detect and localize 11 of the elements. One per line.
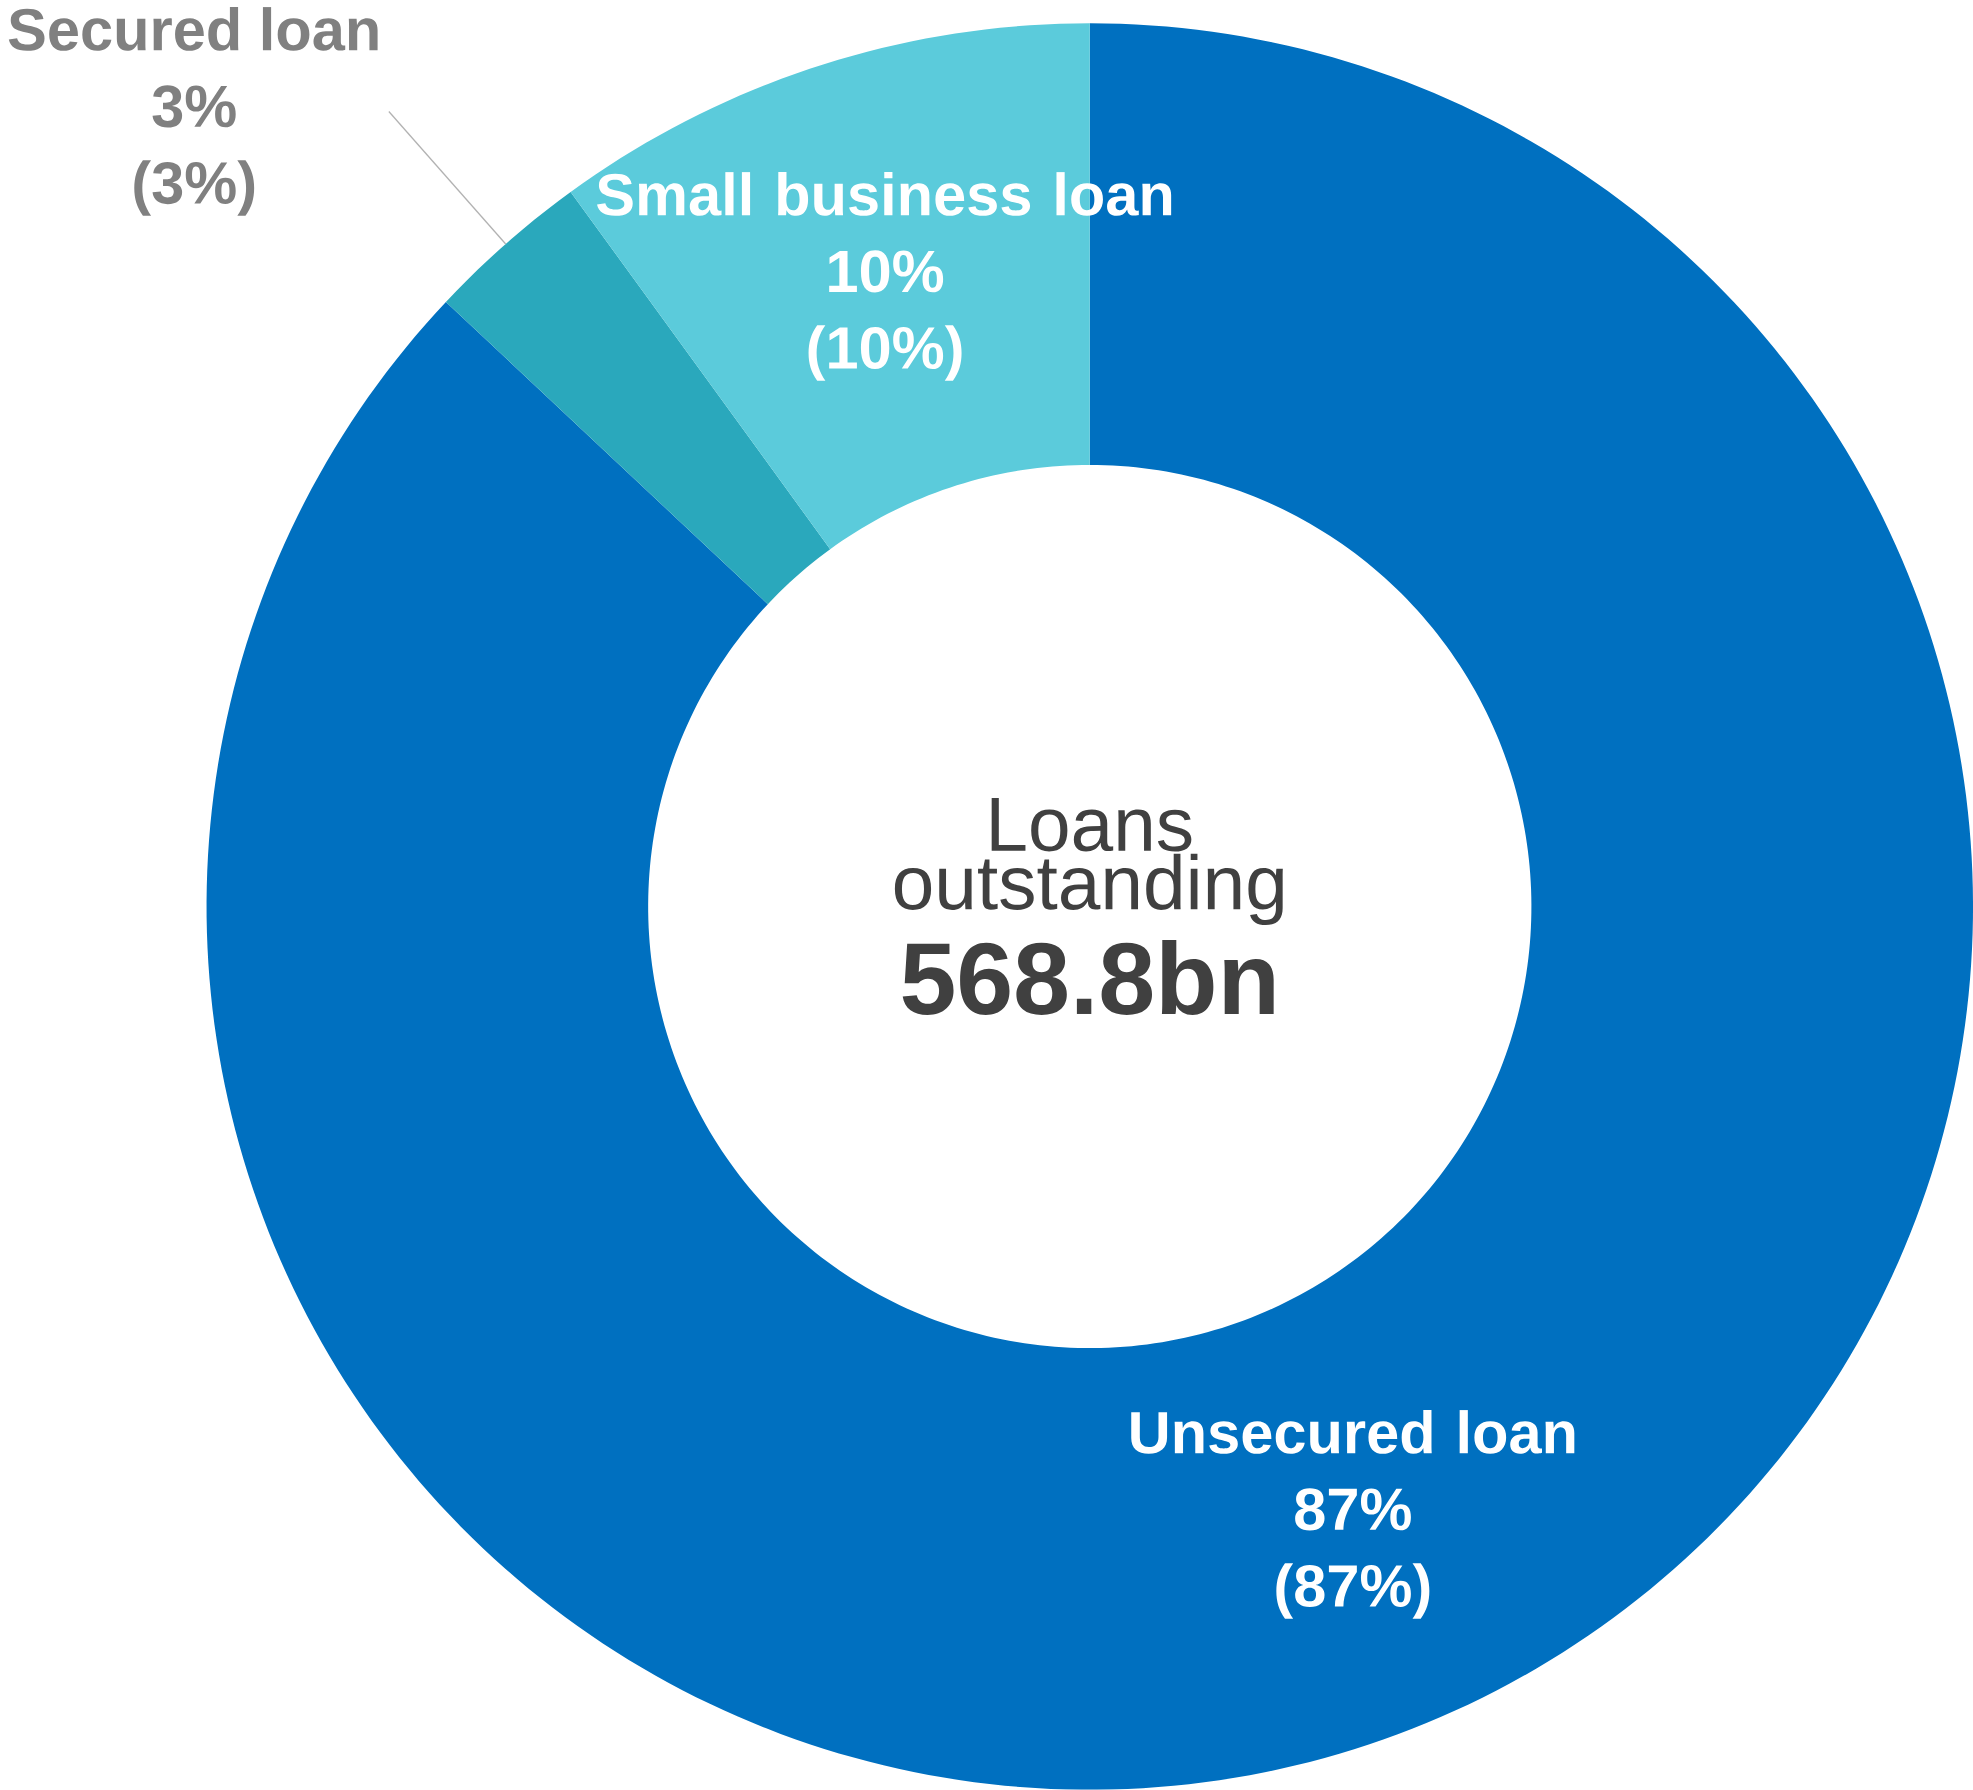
text: (87%) <box>1276 1563 1430 1619</box>
slice-label: Secured loan <box>8 7 378 51</box>
data-label: 87% <box>1295 1488 1411 1531</box>
text: (3%) <box>134 160 255 216</box>
data-label: 3% <box>152 85 236 128</box>
data-label: 10% <box>829 250 944 293</box>
slice-label: Unsecured loan <box>1131 1410 1575 1454</box>
text: (10%) <box>808 325 962 381</box>
slice-label: Small business loan <box>597 172 1172 216</box>
text: Loans outstanding <box>894 798 1283 926</box>
text: 568.8bn <box>902 940 1274 1016</box>
